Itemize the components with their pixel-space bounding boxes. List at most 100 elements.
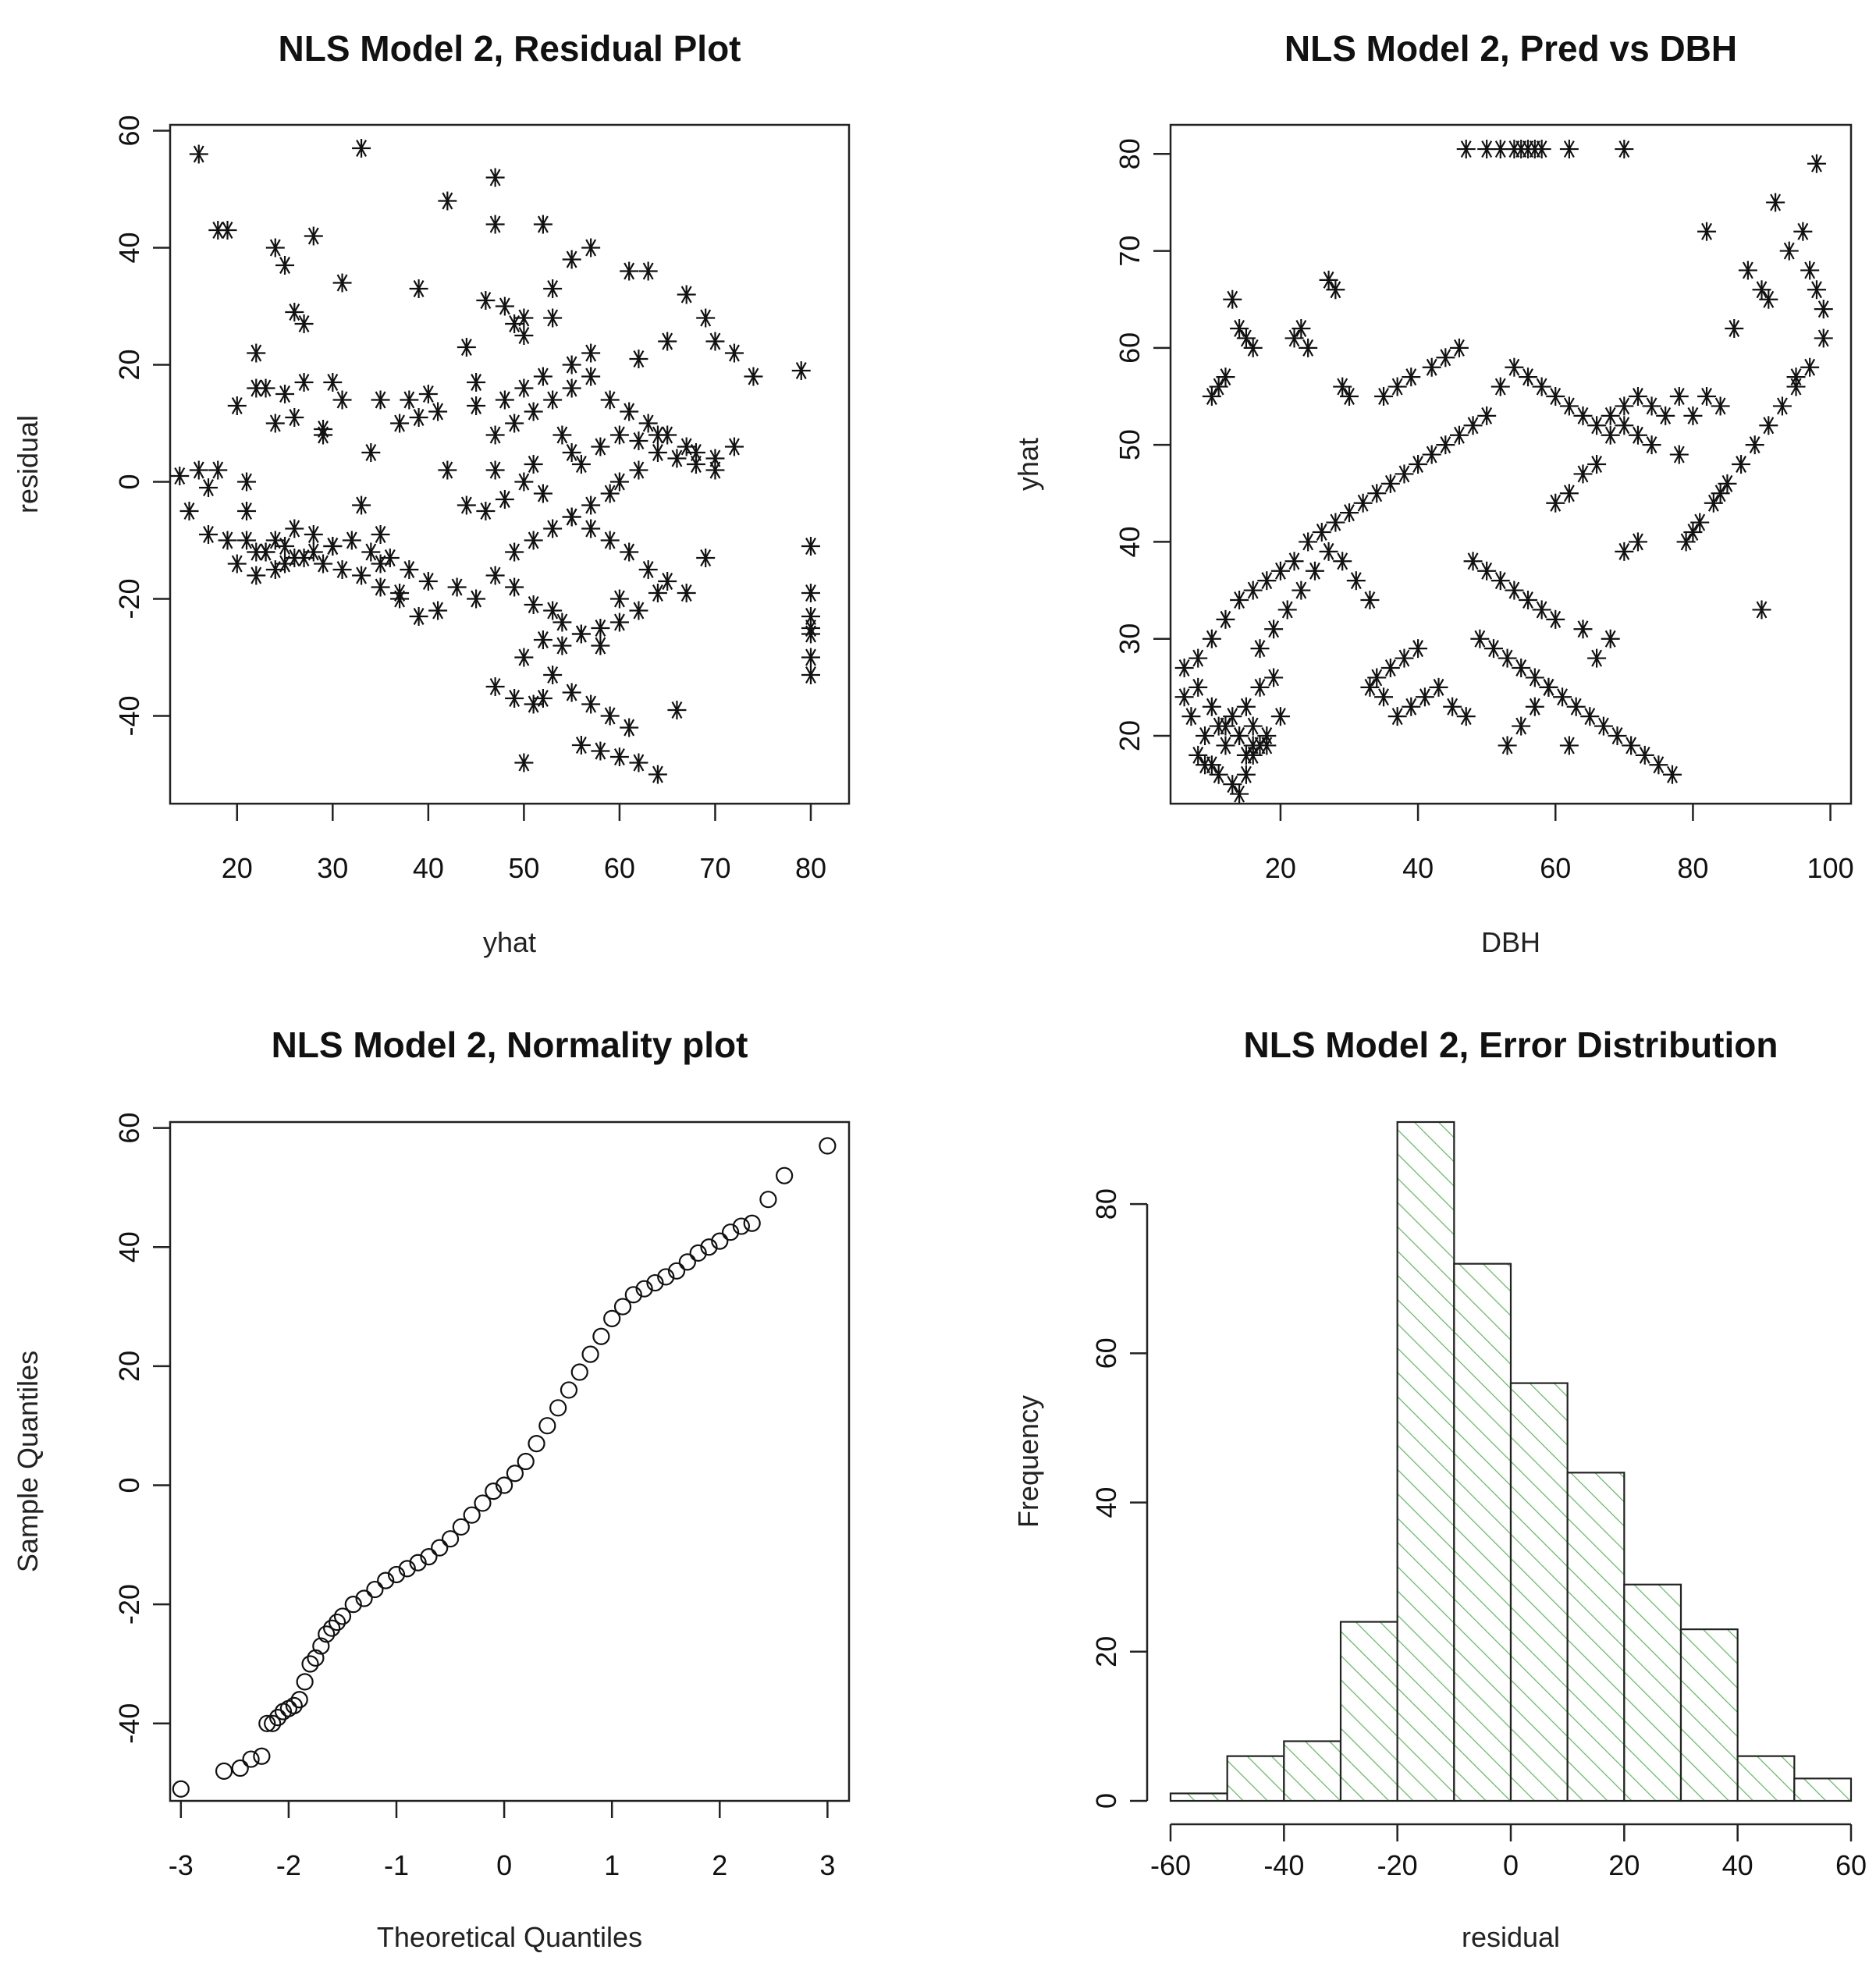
data-point bbox=[1299, 338, 1318, 357]
data-point bbox=[294, 373, 314, 392]
data-point bbox=[1299, 532, 1318, 552]
data-point bbox=[485, 215, 505, 234]
data-point bbox=[571, 736, 591, 755]
histogram-bar bbox=[1396, 1120, 1455, 1802]
data-point bbox=[648, 584, 667, 602]
data-point bbox=[418, 572, 438, 591]
data-point bbox=[1477, 561, 1497, 581]
data-point bbox=[441, 1530, 460, 1548]
data-point bbox=[1360, 677, 1380, 697]
data-point bbox=[1628, 425, 1647, 445]
y-axis-label: residual bbox=[12, 415, 44, 513]
data-point bbox=[609, 425, 629, 445]
data-point bbox=[1738, 261, 1757, 280]
data-point bbox=[603, 1309, 621, 1327]
data-point bbox=[1216, 368, 1235, 387]
y-tick-label: 60 bbox=[113, 1113, 145, 1144]
data-point bbox=[1800, 261, 1820, 280]
data-point bbox=[366, 1580, 384, 1599]
histogram-bar bbox=[1339, 1621, 1398, 1802]
data-point bbox=[591, 636, 610, 655]
data-point bbox=[323, 373, 343, 392]
data-point bbox=[648, 765, 667, 784]
data-point bbox=[538, 1417, 556, 1435]
data-point bbox=[215, 1762, 233, 1780]
data-point bbox=[1456, 707, 1476, 726]
data-point bbox=[1683, 523, 1703, 542]
data-point bbox=[1615, 416, 1634, 435]
data-point bbox=[560, 1381, 578, 1399]
data-point bbox=[1546, 387, 1565, 406]
data-point bbox=[1230, 319, 1249, 338]
data-point bbox=[801, 619, 820, 637]
data-point bbox=[1662, 765, 1682, 784]
x-tick-label: -40 bbox=[1263, 1849, 1304, 1881]
data-point bbox=[1752, 600, 1771, 620]
data-point bbox=[304, 226, 323, 246]
data-point bbox=[438, 460, 457, 480]
data-point bbox=[275, 385, 295, 403]
data-point bbox=[635, 1280, 653, 1298]
data-point bbox=[1759, 416, 1778, 435]
data-point bbox=[1512, 716, 1531, 736]
data-point bbox=[638, 560, 658, 579]
data-point bbox=[237, 502, 257, 520]
y-tick-label: 20 bbox=[113, 1351, 145, 1382]
data-point bbox=[247, 343, 266, 363]
data-point bbox=[1772, 396, 1792, 416]
histogram-bar bbox=[1793, 1777, 1853, 1802]
data-point bbox=[1243, 581, 1263, 600]
data-point bbox=[323, 537, 343, 556]
data-point bbox=[1216, 716, 1235, 736]
data-point bbox=[1443, 697, 1462, 716]
y-tick-label: 40 bbox=[113, 1231, 145, 1262]
data-point bbox=[629, 753, 648, 772]
data-point bbox=[1380, 659, 1400, 677]
data-point bbox=[285, 303, 304, 321]
data-point bbox=[323, 1619, 341, 1637]
x-tick-label: 3 bbox=[819, 1849, 835, 1881]
data-point bbox=[1422, 445, 1441, 464]
data-point bbox=[1669, 445, 1689, 464]
data-point bbox=[533, 630, 552, 649]
data-point bbox=[485, 460, 505, 480]
data-point bbox=[600, 706, 620, 726]
data-point bbox=[638, 414, 658, 433]
data-point bbox=[1380, 474, 1400, 493]
data-point bbox=[505, 542, 524, 562]
data-point bbox=[1174, 687, 1194, 707]
data-point bbox=[1718, 474, 1737, 493]
data-point bbox=[268, 1709, 287, 1727]
data-point bbox=[658, 332, 677, 351]
histogram-bar bbox=[1226, 1755, 1285, 1802]
data-point bbox=[1711, 484, 1730, 503]
data-point bbox=[294, 314, 314, 333]
data-point bbox=[1505, 581, 1524, 600]
data-point bbox=[1367, 668, 1387, 687]
data-point bbox=[543, 390, 563, 410]
data-point bbox=[431, 1539, 449, 1557]
x-tick-label: 20 bbox=[1265, 852, 1296, 884]
data-point bbox=[1250, 639, 1270, 659]
data-point bbox=[667, 1262, 686, 1280]
x-axis-label: residual bbox=[1462, 1921, 1560, 1953]
data-point bbox=[1230, 726, 1249, 745]
data-point bbox=[1539, 677, 1558, 697]
data-point bbox=[428, 601, 448, 620]
data-point bbox=[620, 542, 639, 562]
data-point bbox=[1559, 140, 1579, 159]
data-point bbox=[447, 577, 467, 597]
y-tick-label: 60 bbox=[113, 115, 145, 146]
data-point bbox=[242, 1750, 260, 1768]
histogram-bar bbox=[1679, 1628, 1739, 1802]
data-point bbox=[371, 525, 390, 544]
data-point bbox=[409, 408, 428, 427]
data-point bbox=[613, 1298, 632, 1316]
y-axis-label: Sample Quantiles bbox=[12, 1351, 44, 1572]
data-point bbox=[307, 1649, 325, 1667]
data-point bbox=[332, 560, 352, 579]
chart-panel-2: NLS Model 2, Pred vs DBH DBH yhat 20 40 60 80 1… bbox=[1012, 28, 1854, 958]
x-tick-label: 0 bbox=[496, 1849, 512, 1881]
chart-panel-4: NLS Model 2, Error Distribution residual F… bbox=[1012, 1025, 1867, 1953]
data-point bbox=[1793, 222, 1813, 241]
